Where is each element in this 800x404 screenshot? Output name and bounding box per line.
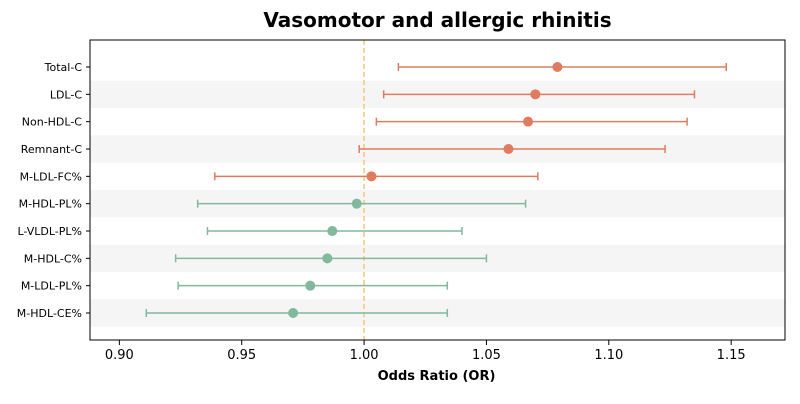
x-tick-label: 1.05 [472,348,501,363]
y-tick-label: M-LDL-FC% [20,170,82,183]
y-tick-label: M-LDL-PL% [21,280,82,293]
y-tick-label: Remnant-C [21,143,83,156]
or-point [288,308,299,318]
or-point [530,89,541,100]
or-point [305,280,316,291]
x-axis-label: Odds Ratio (OR) [378,369,496,384]
or-point [366,171,377,182]
or-point [322,253,333,264]
or-point [327,226,338,236]
y-tick-label: Total-C [44,61,83,74]
plot-frame [89,39,786,341]
y-tick-label: L-VLDL-PL% [17,225,82,238]
x-tick-label: 1.00 [350,348,379,363]
x-tick-label: 0.90 [105,348,134,363]
or-point [351,198,362,209]
y-tick-label: M-HDL-PL% [19,198,82,211]
y-tick-label: M-HDL-CE% [17,307,82,320]
or-point [552,62,563,72]
y-tick-label: Non-HDL-C [22,116,83,129]
y-tick-label: LDL-C [50,88,83,101]
or-point [523,116,534,127]
x-tick-label: 1.15 [717,348,746,363]
x-tick-label: 1.10 [594,348,623,363]
or-point [503,144,514,154]
chart-title: Vasomotor and allergic rhinitis [263,8,612,32]
y-tick-label: M-HDL-C% [24,252,82,265]
x-tick-label: 0.95 [227,348,256,363]
